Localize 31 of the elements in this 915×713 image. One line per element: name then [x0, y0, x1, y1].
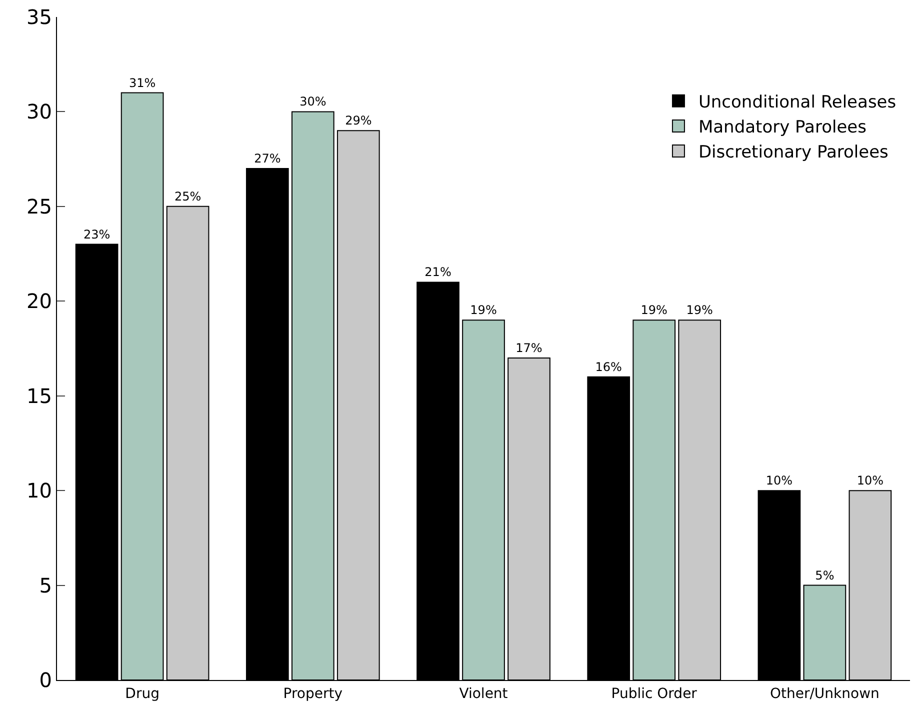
x-tick-label: Drug [125, 686, 160, 702]
data-label: 5% [815, 568, 834, 582]
data-label: 25% [174, 189, 202, 204]
y-tick-label: 0 [39, 668, 52, 692]
y-tick-label: 10 [26, 478, 52, 503]
data-label: 23% [83, 227, 110, 242]
data-label: 31% [128, 76, 156, 90]
y-tick-label: 15 [26, 384, 52, 408]
y-tick-label: 20 [26, 289, 52, 314]
y-tick-label: 30 [26, 100, 52, 124]
x-tick-label: Public Order [611, 686, 698, 702]
data-label: 17% [516, 340, 542, 355]
data-label: 21% [424, 265, 452, 280]
x-tick-label: Other/Unknown [770, 686, 880, 702]
y-tick-label: 5 [39, 573, 52, 598]
data-label: 19% [686, 303, 713, 318]
data-label: 16% [595, 360, 622, 374]
data-label: 19% [470, 303, 497, 318]
legend-label: Unconditional Releases [698, 92, 896, 112]
data-label: 27% [254, 152, 281, 166]
data-label: 19% [640, 303, 668, 318]
data-label: 10% [766, 474, 793, 488]
x-tick-label: Property [283, 686, 343, 702]
y-tick-label: 25 [26, 194, 52, 218]
data-label: 29% [345, 114, 372, 128]
legend-label: Mandatory Parolees [698, 118, 867, 138]
y-tick-label: 35 [26, 5, 52, 29]
data-label: 30% [300, 94, 326, 109]
legend-label: Discretionary Parolees [698, 142, 889, 163]
x-tick-label: Violent [459, 686, 508, 702]
data-label: 10% [856, 474, 884, 488]
